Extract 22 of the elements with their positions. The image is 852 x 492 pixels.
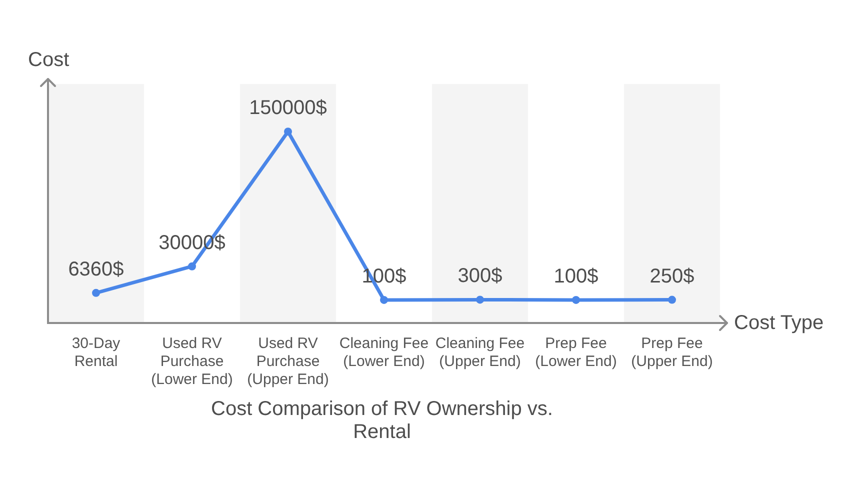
point bbox=[380, 296, 388, 304]
point bbox=[476, 296, 484, 304]
data-label: 150000$ bbox=[249, 97, 327, 120]
x-tick-label: Used RV Purchase (Lower End) bbox=[151, 335, 233, 388]
data-label: 300$ bbox=[458, 265, 502, 288]
point bbox=[284, 128, 292, 136]
y-axis-title: Cost bbox=[28, 48, 70, 72]
x-tick-label: Cleaning Fee (Upper End) bbox=[435, 335, 525, 370]
x-tick-label: Used RV Purchase (Upper End) bbox=[247, 335, 329, 388]
point bbox=[188, 262, 196, 270]
point bbox=[668, 296, 676, 304]
point bbox=[572, 296, 580, 304]
x-tick-label: Prep Fee (Lower End) bbox=[535, 335, 617, 370]
x-tick-label: 30-Day Rental bbox=[72, 335, 121, 370]
data-label: 6360$ bbox=[68, 258, 124, 280]
x-tick-label: Cleaning Fee (Lower End) bbox=[339, 335, 429, 370]
text: Cost Comparison of RV Ownership vs. Rental bbox=[210, 398, 554, 444]
data-label: 250$ bbox=[650, 265, 694, 288]
x-tick-label: Prep Fee (Upper End) bbox=[631, 335, 713, 370]
data-label: 100$ bbox=[554, 265, 598, 288]
x-axis-title: Cost Type bbox=[734, 311, 824, 335]
point bbox=[92, 288, 100, 297]
